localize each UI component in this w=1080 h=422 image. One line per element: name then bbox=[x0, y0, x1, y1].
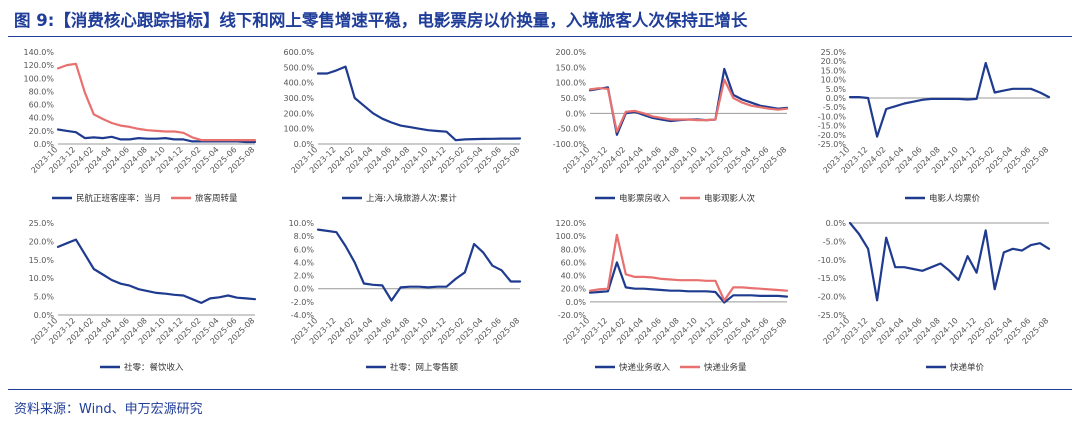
y-tick-label: 20.0% bbox=[561, 285, 587, 294]
charts-grid: 0.0% 20.0% 40.0% 60.0% 80.0% 100.0% 120.0% 140.… bbox=[23, 48, 1051, 373]
chart-panel-3: -100.0% -50.0% 0.0% 50.0% 100.0% 150.0% 200.0%… bbox=[553, 48, 789, 204]
y-tick-label: 500.0% bbox=[283, 63, 314, 72]
y-tick-label: -50.0% bbox=[558, 125, 587, 134]
legend-label: 旅客周转量 bbox=[195, 193, 238, 204]
y-tick-label: -20.0% bbox=[818, 293, 847, 302]
y-tick-label: 120.0% bbox=[23, 61, 54, 70]
y-tick-label: 15.0% bbox=[29, 256, 55, 265]
y-tick-label: 5.0% bbox=[826, 85, 847, 94]
y-tick-label: 8.0% bbox=[294, 232, 315, 241]
legend-label: 社零：餐饮收入 bbox=[124, 362, 184, 373]
y-tick-label: 0.0% bbox=[566, 298, 587, 307]
source-divider bbox=[8, 389, 1072, 390]
series-line-1 bbox=[848, 221, 1051, 302]
y-tick-label: -2.0% bbox=[291, 298, 315, 307]
y-tick-label: 0.0% bbox=[34, 311, 55, 320]
y-tick-label: 0.0% bbox=[294, 285, 315, 294]
legend-label: 电影观影人次 bbox=[704, 193, 756, 204]
y-tick-label: 150.0% bbox=[555, 63, 586, 72]
chart-panel-4: -25.0%-20.0%-15.0%-10.0%-5.0%0.0%5.0%10.… bbox=[818, 48, 1051, 204]
y-tick-label: -15.0% bbox=[818, 122, 847, 131]
chart-panel-7: -20.0% 0.0% 20.0% 40.0% 60.0% 80.0% 100.0% 120.… bbox=[555, 219, 788, 373]
y-tick-label: 0.0% bbox=[826, 219, 847, 228]
y-tick-label: 10.0% bbox=[821, 76, 847, 85]
y-tick-label: 100.0% bbox=[283, 125, 314, 134]
y-tick-label: 2.0% bbox=[294, 272, 315, 281]
series-line-1 bbox=[316, 65, 522, 142]
series-line-2 bbox=[56, 62, 257, 142]
y-tick-label: -15.0% bbox=[818, 274, 847, 283]
y-tick-label: 300.0% bbox=[283, 94, 314, 103]
chart-panel-5: 0.0%5.0%10.0%15.0%20.0%25.0%2023-102023-… bbox=[29, 219, 257, 373]
y-tick-label: -10.0% bbox=[818, 112, 847, 121]
y-tick-label: 20.0% bbox=[29, 127, 55, 136]
y-tick-label: 50.0% bbox=[561, 94, 587, 103]
y-tick-label: 200.0% bbox=[283, 109, 314, 118]
series-line-2 bbox=[588, 78, 789, 133]
y-tick-label: -25.0% bbox=[818, 140, 847, 149]
y-tick-label: 80.0% bbox=[561, 245, 587, 254]
y-tick-label: 100.0% bbox=[555, 79, 586, 88]
chart-panel-6: -4.0%-2.0%0.0%2.0%4.0%6.0%8.0%10.0%2023-… bbox=[289, 219, 522, 373]
y-tick-label: 0.0% bbox=[826, 94, 847, 103]
y-tick-label: 60.0% bbox=[561, 258, 587, 267]
figure-title: 图 9:【消费核心跟踪指标】线下和网上零售增速平稳，电影票房以价换量，入境旅客人… bbox=[14, 11, 748, 30]
legend-label: 上海:入境旅游人次:累计 bbox=[366, 193, 457, 204]
title-divider bbox=[8, 36, 1072, 37]
y-tick-label: 80.0% bbox=[29, 87, 55, 96]
legend-label: 快递单价 bbox=[950, 362, 985, 373]
series-line-1 bbox=[848, 61, 1051, 138]
legend-label: 社零：网上零售额 bbox=[390, 362, 459, 373]
y-tick-label: -100.0% bbox=[553, 140, 587, 149]
legend-label: 电影票房收入 bbox=[619, 193, 671, 204]
y-tick-label: 0.0% bbox=[294, 140, 315, 149]
y-tick-label: -20.0% bbox=[558, 311, 587, 320]
y-tick-label: 0.0% bbox=[566, 109, 587, 118]
y-tick-label: -10.0% bbox=[818, 256, 847, 265]
chart-panel-1: 0.0% 20.0% 40.0% 60.0% 80.0% 100.0% 120.0% 140.… bbox=[23, 48, 256, 204]
legend-label: 民航正班客座率：当月 bbox=[76, 193, 161, 204]
chart-panel-2: 0.0% 100.0% 200.0% 300.0% 400.0% 500.0% 600.0%… bbox=[283, 48, 521, 204]
y-tick-label: -20.0% bbox=[818, 131, 847, 140]
series-line-2 bbox=[588, 233, 789, 302]
y-tick-label: 0.0% bbox=[34, 140, 55, 149]
y-tick-label: 200.0% bbox=[555, 48, 586, 57]
y-tick-label: 60.0% bbox=[29, 101, 55, 110]
series-line-1 bbox=[316, 228, 522, 302]
y-tick-label: 6.0% bbox=[294, 245, 315, 254]
series-line-1 bbox=[588, 261, 789, 304]
y-tick-label: 25.0% bbox=[29, 219, 55, 228]
series-line-1 bbox=[56, 238, 257, 304]
source-note: 资料来源：Wind、申万宏源研究 bbox=[14, 402, 203, 417]
y-tick-label: 10.0% bbox=[29, 274, 55, 283]
y-tick-label: 15.0% bbox=[821, 66, 847, 75]
y-tick-label: 600.0% bbox=[283, 48, 314, 57]
y-tick-label: 25.0% bbox=[821, 48, 847, 57]
y-tick-label: 120.0% bbox=[555, 219, 586, 228]
y-tick-label: -4.0% bbox=[291, 311, 315, 320]
y-tick-label: 140.0% bbox=[23, 48, 54, 57]
y-tick-label: 5.0% bbox=[34, 293, 55, 302]
y-tick-label: 100.0% bbox=[555, 232, 586, 241]
legend-label: 快递业务收入 bbox=[619, 362, 671, 373]
y-tick-label: 40.0% bbox=[29, 114, 55, 123]
legend-label: 快递业务量 bbox=[704, 362, 747, 373]
y-tick-label: 20.0% bbox=[821, 57, 847, 66]
series-line-1 bbox=[56, 128, 257, 144]
y-tick-label: -5.0% bbox=[823, 103, 847, 112]
y-tick-label: 4.0% bbox=[294, 258, 315, 267]
y-tick-label: 10.0% bbox=[289, 219, 315, 228]
chart-panel-8: -25.0%-20.0%-15.0%-10.0%-5.0%0.0%2023-10… bbox=[818, 219, 1051, 373]
y-tick-label: 40.0% bbox=[561, 272, 587, 281]
y-tick-label: 100.0% bbox=[23, 74, 54, 83]
y-tick-label: -5.0% bbox=[823, 237, 847, 246]
y-tick-label: 400.0% bbox=[283, 79, 314, 88]
legend-label: 电影人均票价 bbox=[929, 193, 981, 204]
y-tick-label: -25.0% bbox=[818, 311, 847, 320]
y-tick-label: 20.0% bbox=[29, 237, 55, 246]
